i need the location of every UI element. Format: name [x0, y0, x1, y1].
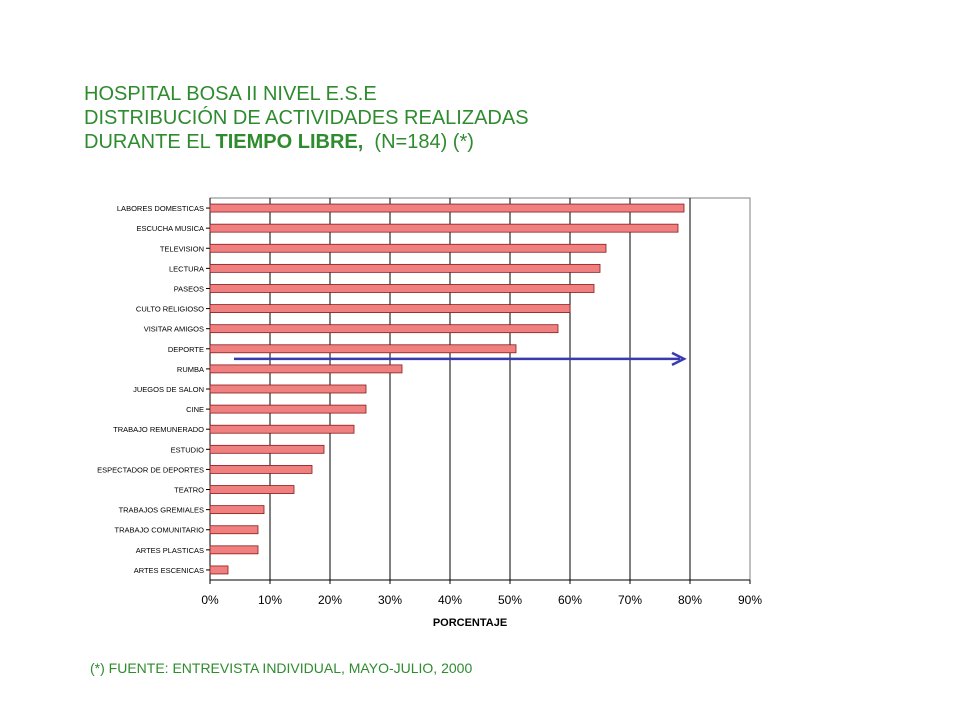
title-line-1: HOSPITAL BOSA II NIVEL E.S.E — [84, 83, 377, 105]
bar — [209, 284, 595, 293]
bar — [209, 444, 325, 454]
bar — [209, 384, 367, 394]
title-line-2: DISTRIBUCIÓN DE ACTIVIDADES REALIZADAS — [84, 107, 529, 129]
category-label: TRABAJO REMUNERADO — [113, 425, 204, 434]
bar — [209, 545, 259, 555]
x-tick-label: 50% — [498, 593, 522, 607]
bar — [209, 304, 571, 313]
category-label: PASEOS — [174, 284, 204, 293]
category-label: TELEVISION — [160, 244, 204, 253]
title-line-3: DURANTE EL TIEMPO LIBRE, (N=184) (*) — [84, 130, 529, 154]
bar — [209, 324, 559, 334]
category-label: TRABAJOS GREMIALES — [119, 506, 204, 515]
bar — [209, 223, 679, 233]
title-line-3-bold: TIEMPO LIBRE, — [215, 131, 364, 153]
title-line-3-prefix: DURANTE EL — [84, 131, 216, 153]
title-line-3-suffix: (N=184) (*) — [363, 131, 474, 153]
category-label: DEPORTE — [168, 345, 204, 354]
category-label: JUEGOS DE SALON — [133, 385, 204, 394]
category-label: ESCUCHA MUSICA — [136, 224, 204, 233]
x-tick-label: 40% — [438, 593, 462, 607]
category-label: TEATRO — [174, 486, 204, 495]
x-tick-label: 20% — [318, 593, 342, 607]
bar — [209, 404, 367, 414]
bar — [209, 263, 601, 273]
category-label: CINE — [186, 405, 204, 414]
chart-title: HOSPITAL BOSA II NIVEL E.S.E DISTRIBUCIÓ… — [84, 82, 529, 154]
category-label: ARTES PLASTICAS — [136, 546, 204, 555]
category-label: VISITAR AMIGOS — [144, 325, 204, 334]
x-tick-label: 80% — [678, 593, 702, 607]
category-label: ESPECTADOR DE DEPORTES — [97, 465, 204, 474]
x-axis-label: PORCENTAJE — [433, 617, 507, 629]
category-label: LABORES DOMESTICAS — [117, 204, 204, 213]
x-tick-label: 10% — [258, 593, 282, 607]
bar — [209, 203, 685, 213]
x-tick-label: 0% — [201, 593, 219, 607]
bar — [209, 243, 607, 253]
bar — [209, 424, 355, 434]
x-tick-label: 90% — [738, 593, 762, 607]
x-tick-label: 30% — [378, 593, 402, 607]
bar — [209, 485, 295, 494]
bar — [209, 505, 265, 515]
bar — [209, 565, 229, 575]
annotation-arrow-head — [671, 351, 687, 366]
bar — [209, 364, 403, 374]
category-label: RUMBA — [177, 365, 204, 374]
bar — [209, 344, 517, 354]
category-label: ESTUDIO — [171, 445, 205, 454]
x-tick-label: 60% — [558, 593, 582, 607]
bar — [209, 465, 313, 474]
category-label: TRABAJO COMUNITARIO — [115, 526, 205, 535]
footnote: (*) FUENTE: ENTREVISTA INDIVIDUAL, MAYO-… — [90, 660, 473, 676]
x-tick-label: 70% — [618, 593, 642, 607]
category-label: ARTES ESCENICAS — [134, 566, 204, 575]
bar — [209, 525, 259, 535]
category-label: CULTO RELIGIOSO — [136, 305, 204, 314]
category-label: LECTURA — [169, 264, 204, 273]
